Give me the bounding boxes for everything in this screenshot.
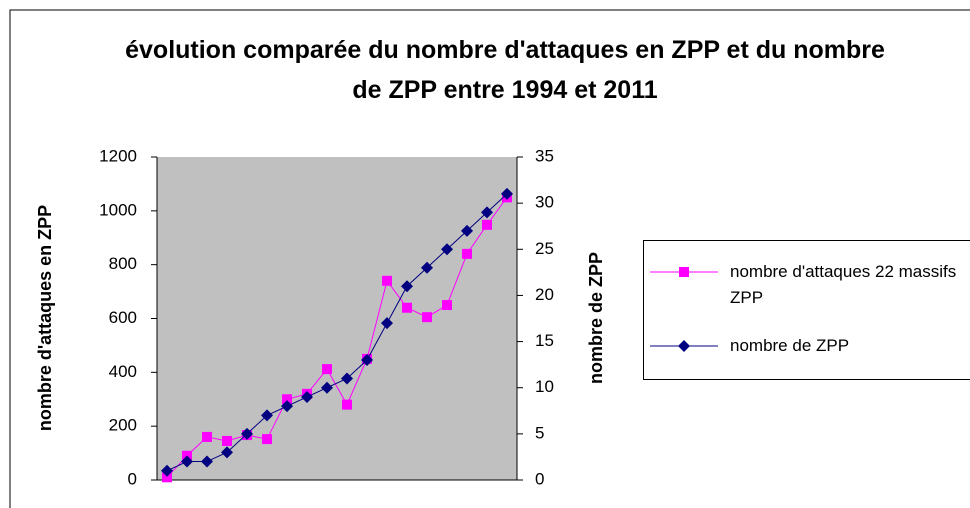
point <box>282 394 292 405</box>
point <box>261 409 273 422</box>
point <box>421 261 433 274</box>
y-tick-label: 1000 <box>99 200 137 219</box>
point <box>462 248 472 259</box>
point <box>442 300 452 311</box>
y-axis-title: nombre d'attaques en ZPP <box>35 205 55 431</box>
y-tick-label: 200 <box>109 416 137 435</box>
point <box>201 455 213 468</box>
point <box>301 390 313 403</box>
y-tick-label: 600 <box>109 308 137 327</box>
legend: nombre d'attaques 22 massifs ZPP nombre d… <box>643 240 970 380</box>
y-tick-label: 0 <box>128 469 137 488</box>
y2-tick-label: 25 <box>535 239 554 258</box>
legend-label: nombre de ZPP <box>730 336 850 355</box>
y-tick-label: 800 <box>109 254 137 273</box>
point <box>461 224 473 237</box>
point <box>361 354 373 367</box>
point <box>481 206 493 219</box>
point <box>401 280 413 293</box>
y2-tick-label: 15 <box>535 331 554 350</box>
point <box>501 187 513 200</box>
y2-tick-label: 5 <box>535 423 544 442</box>
point <box>381 317 393 330</box>
point <box>262 434 272 445</box>
y2-tick-label: 10 <box>535 377 554 396</box>
point <box>221 446 233 459</box>
point <box>162 472 172 483</box>
y2-axis-title: nombre de ZPP <box>586 252 606 384</box>
point <box>341 372 353 385</box>
point <box>241 427 253 440</box>
point <box>382 275 392 286</box>
legend-key <box>650 267 718 277</box>
point <box>402 302 412 313</box>
point <box>181 455 193 468</box>
point <box>482 219 492 230</box>
chart-title: évolution comparée du nombre d'attaques … <box>125 36 885 104</box>
y2-tick-label: 20 <box>535 285 554 304</box>
legend-label: nombre d'attaques 22 massifs ZPP <box>730 262 957 307</box>
point <box>441 243 453 256</box>
point <box>422 312 432 323</box>
point <box>321 381 333 394</box>
y-tick-label: 1200 <box>99 146 137 165</box>
point <box>281 400 293 413</box>
point <box>322 364 332 375</box>
legend-marker <box>679 267 689 277</box>
y2-tick-label: 30 <box>535 193 554 212</box>
y2-tick-label: 35 <box>535 146 554 165</box>
point <box>342 399 352 410</box>
y2-tick-label: 0 <box>535 469 544 488</box>
legend-key <box>650 340 718 352</box>
point <box>161 464 173 477</box>
point <box>202 431 212 442</box>
point <box>222 435 232 446</box>
y-tick-label: 400 <box>109 362 137 381</box>
plot-area <box>157 157 517 480</box>
legend-marker <box>678 340 690 352</box>
